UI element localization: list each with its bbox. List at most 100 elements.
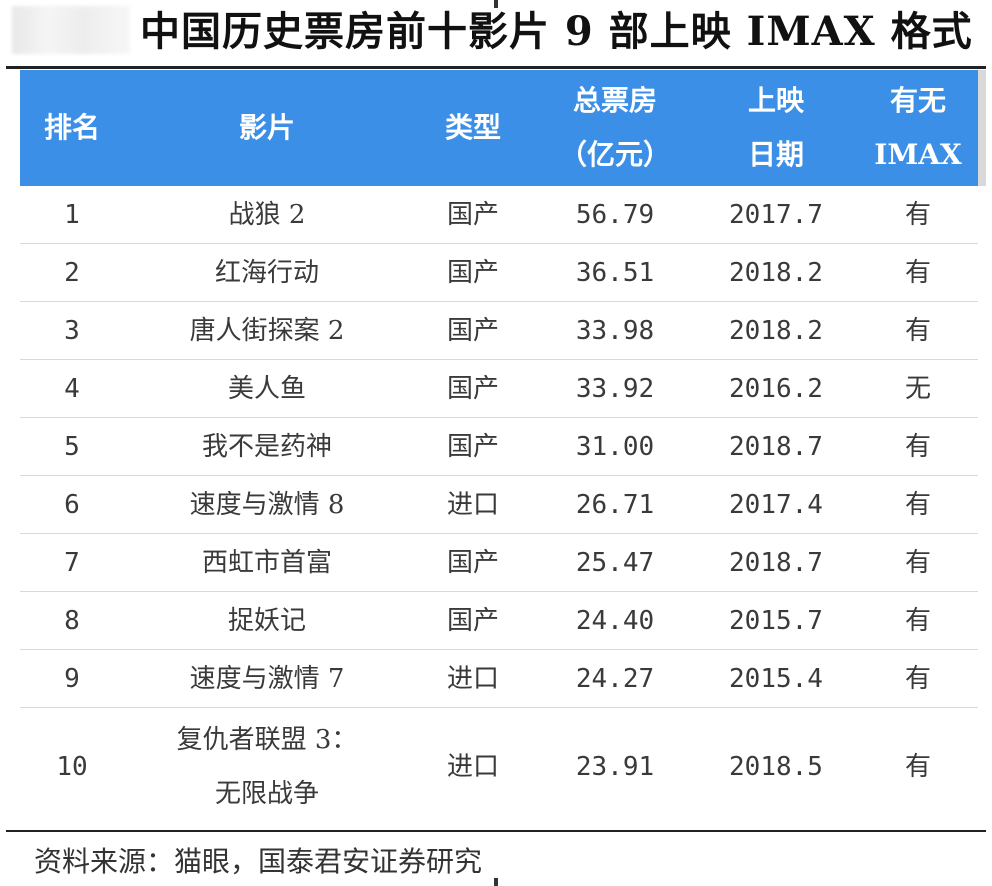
header-box-office-line: 总票房 — [572, 84, 657, 117]
header-release-date-line: 上映 — [747, 84, 804, 117]
header-imax: 有无 IMAX — [858, 70, 978, 186]
film-cell: 美人鱼 — [124, 359, 410, 418]
header-film-line: 影片 — [238, 111, 295, 144]
box-office-table: 排名 影片 类型 总票房 （亿元） 上映 日期 有无 IMAX 1 战狼 2 国产 56.79 2017… — [20, 70, 978, 826]
table-row: 4 美人鱼 国产 33.92 2016.2 无 — [20, 359, 978, 418]
film-title-line: 战狼 2 — [228, 199, 306, 230]
table-row: 3 唐人街探案 2 国产 33.98 2018.2 有 — [20, 301, 978, 360]
imax-cell: 有 — [858, 186, 978, 244]
header-type-line: 类型 — [444, 111, 501, 144]
type-cell: 国产 — [410, 243, 536, 302]
table-header-row: 排名 影片 类型 总票房 （亿元） 上映 日期 有无 IMAX — [20, 70, 978, 186]
box-office-cell: 25.47 — [536, 533, 694, 592]
type-cell: 国产 — [410, 186, 536, 244]
film-title-line: 复仇者联盟 3： — [176, 725, 358, 755]
box-office-cell: 24.27 — [536, 649, 694, 708]
imax-cell: 有 — [858, 591, 978, 650]
box-office-cell: 24.40 — [536, 591, 694, 650]
type-cell: 进口 — [410, 475, 536, 534]
release-date-cell: 2018.5 — [729, 752, 823, 782]
film-cell: 复仇者联盟 3： 无限战争 — [124, 708, 410, 827]
bottom-tick-mark — [494, 878, 498, 886]
film-cell: 速度与激情 7 — [124, 649, 410, 708]
table-body: 1 战狼 2 国产 56.79 2017.7 有 2 红海行动 国产 36.51 2018.2 有 3 唐… — [20, 186, 978, 826]
bottom-rule — [6, 830, 986, 832]
imax-cell: 有 — [858, 533, 978, 592]
rank-cell: 1 — [20, 186, 124, 244]
table-row: 6 速度与激情 8 进口 26.71 2017.4 有 — [20, 475, 978, 534]
header-film: 影片 — [124, 70, 410, 186]
box-office-cell: 33.92 — [536, 359, 694, 418]
header-rank: 排名 — [20, 70, 124, 186]
release-date-cell: 2018.7 — [694, 533, 858, 592]
type-cell: 国产 — [410, 533, 536, 592]
film-cell: 战狼 2 — [124, 186, 410, 244]
header-type: 类型 — [410, 70, 536, 186]
box-office-cell: 33.98 — [536, 301, 694, 360]
type-cell: 进口 — [446, 752, 499, 782]
type-cell: 国产 — [410, 591, 536, 650]
rank-cell: 9 — [20, 649, 124, 708]
release-date-cell: 2015.4 — [694, 649, 858, 708]
type-cell: 进口 — [410, 649, 536, 708]
title-bar: 中国历史票房前十影片 9 部上映 IMAX 格式 — [0, 0, 992, 66]
rank-cell: 10 — [56, 752, 88, 782]
table-row: 9 速度与激情 7 进口 24.27 2015.4 有 — [20, 649, 978, 708]
blurred-logo — [12, 6, 130, 54]
box-office-cell: 56.79 — [536, 186, 694, 244]
table-row: 1 战狼 2 国产 56.79 2017.7 有 — [20, 186, 978, 244]
imax-cell: 无 — [858, 359, 978, 418]
rank-cell: 7 — [20, 533, 124, 592]
film-title-line: 速度与激情 8 — [189, 489, 345, 520]
header-right-edge — [978, 70, 986, 186]
header-imax-line: IMAX — [874, 138, 962, 171]
table-row: 7 西虹市首富 国产 25.47 2018.7 有 — [20, 533, 978, 592]
rank-cell: 2 — [20, 243, 124, 302]
release-date-cell: 2018.2 — [694, 243, 858, 302]
header-box-office-line: （亿元） — [558, 138, 671, 171]
release-date-cell: 2016.2 — [694, 359, 858, 418]
top-tick-mark — [494, 0, 498, 8]
release-date-cell: 2018.2 — [694, 301, 858, 360]
type-cell: 国产 — [410, 359, 536, 418]
release-date-cell: 2017.4 — [694, 475, 858, 534]
header-rank-line: 排名 — [43, 111, 100, 144]
rank-cell: 4 — [20, 359, 124, 418]
film-cell: 西虹市首富 — [124, 533, 410, 592]
rank-cell: 6 — [20, 475, 124, 534]
rank-cell: 3 — [20, 301, 124, 360]
imax-cell: 有 — [858, 243, 978, 302]
source-note: 资料来源：猫眼，国泰君安证券研究 — [34, 845, 483, 878]
release-date-cell: 2015.7 — [694, 591, 858, 650]
imax-cell: 有 — [858, 417, 978, 476]
film-title-line: 唐人街探案 2 — [189, 315, 345, 346]
film-cell: 速度与激情 8 — [124, 475, 410, 534]
table-row: 5 我不是药神 国产 31.00 2018.7 有 — [20, 417, 978, 476]
imax-cell: 有 — [858, 475, 978, 534]
imax-cell: 有 — [904, 752, 931, 782]
type-cell: 国产 — [410, 301, 536, 360]
film-title-line: 无限战争 — [214, 779, 319, 809]
table-row: 2 红海行动 国产 36.51 2018.2 有 — [20, 243, 978, 302]
imax-cell: 有 — [858, 649, 978, 708]
release-date-cell: 2017.7 — [694, 186, 858, 244]
film-title-line: 速度与激情 7 — [189, 663, 345, 694]
header-release-date-line: 日期 — [747, 138, 804, 171]
type-cell: 国产 — [410, 417, 536, 476]
table-row: 10 复仇者联盟 3： 无限战争 进口 23.91 2018.5 有 — [20, 708, 978, 827]
film-cell: 我不是药神 — [124, 417, 410, 476]
box-office-cell: 36.51 — [536, 243, 694, 302]
top-rule — [6, 66, 986, 69]
film-cell: 红海行动 — [124, 243, 410, 302]
release-date-cell: 2018.7 — [694, 417, 858, 476]
film-title-line: 西虹市首富 — [201, 547, 332, 578]
film-cell: 唐人街探案 2 — [124, 301, 410, 360]
rank-cell: 5 — [20, 417, 124, 476]
box-office-cell: 31.00 — [536, 417, 694, 476]
rank-cell: 8 — [20, 591, 124, 650]
film-title-line: 我不是药神 — [201, 431, 332, 462]
box-office-cell: 23.91 — [575, 752, 655, 782]
header-release-date: 上映 日期 — [694, 70, 858, 186]
film-cell: 捉妖记 — [124, 591, 410, 650]
header-imax-line: 有无 — [889, 84, 946, 117]
